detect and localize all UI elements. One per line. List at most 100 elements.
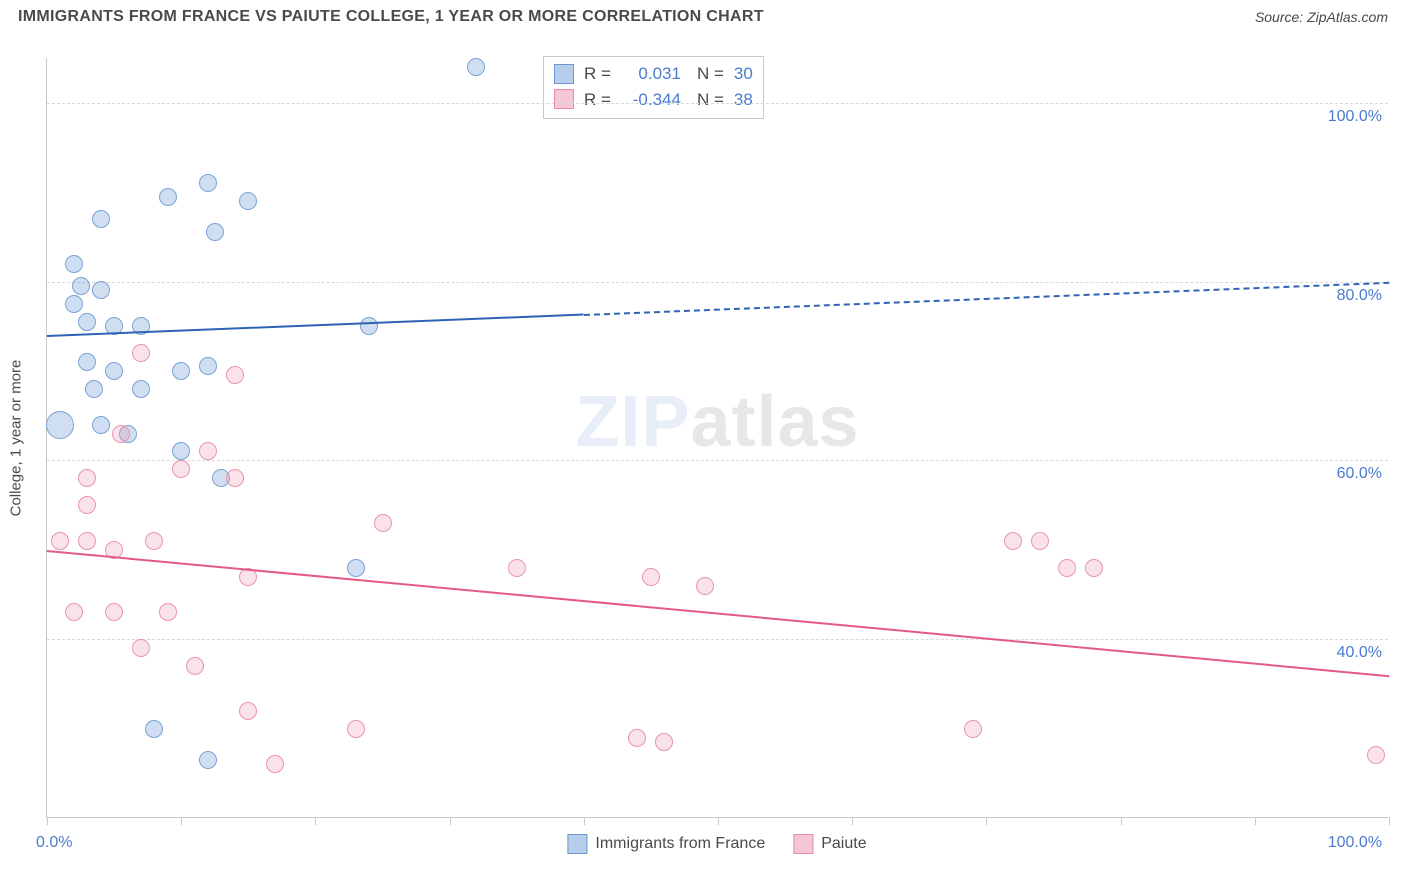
data-point (112, 425, 130, 443)
data-point (92, 416, 110, 434)
y-tick-label: 80.0% (1337, 287, 1382, 305)
data-point (132, 344, 150, 362)
legend-swatch (554, 64, 574, 84)
gridline (47, 282, 1388, 283)
data-point (159, 188, 177, 206)
source-label: Source: ZipAtlas.com (1255, 9, 1388, 25)
data-point (78, 469, 96, 487)
y-tick-label: 60.0% (1337, 465, 1382, 483)
legend-item: Paiute (793, 834, 866, 854)
x-max-label: 100.0% (1328, 834, 1382, 852)
data-point (696, 577, 714, 595)
legend-r-label: R = (584, 61, 611, 87)
data-point (72, 277, 90, 295)
legend-item: Immigrants from France (567, 834, 765, 854)
y-tick-label: 40.0% (1337, 644, 1382, 662)
legend-r-label: R = (584, 87, 611, 113)
data-point (78, 353, 96, 371)
legend-row: R =0.031 N = 30 (554, 61, 753, 87)
x-tick (986, 817, 987, 825)
x-tick (315, 817, 316, 825)
legend-swatch (567, 834, 587, 854)
data-point (85, 380, 103, 398)
data-point (92, 281, 110, 299)
watermark: ZIPatlas (575, 381, 859, 463)
data-point (1085, 559, 1103, 577)
plot-area: ZIPatlas R =0.031 N = 30 R =-0.344 N = 38 40.… (46, 58, 1388, 818)
data-point (239, 702, 257, 720)
x-tick (584, 817, 585, 825)
data-point (1031, 532, 1049, 550)
data-point (46, 411, 74, 439)
gridline (47, 639, 1388, 640)
data-point (199, 751, 217, 769)
x-tick (47, 817, 48, 825)
trend-line (47, 314, 584, 337)
series-legend: Immigrants from France Paiute (567, 834, 866, 854)
x-min-label: 0.0% (36, 834, 72, 852)
data-point (628, 729, 646, 747)
legend-row: R =-0.344 N = 38 (554, 87, 753, 113)
data-point (206, 223, 224, 241)
data-point (92, 210, 110, 228)
y-axis-label: College, 1 year or more (8, 360, 25, 517)
x-tick (718, 817, 719, 825)
legend-n-value: 30 (734, 61, 753, 87)
gridline (47, 460, 1388, 461)
data-point (172, 460, 190, 478)
data-point (467, 58, 485, 76)
data-point (145, 720, 163, 738)
x-tick (1255, 817, 1256, 825)
data-point (65, 295, 83, 313)
data-point (226, 366, 244, 384)
data-point (51, 532, 69, 550)
chart-title: IMMIGRANTS FROM FRANCE VS PAIUTE COLLEGE… (18, 8, 764, 26)
legend-r-value: -0.344 (617, 87, 681, 113)
data-point (1058, 559, 1076, 577)
legend-series-name: Paiute (821, 835, 866, 853)
legend-r-value: 0.031 (617, 61, 681, 87)
trend-line (47, 550, 1389, 677)
data-point (132, 380, 150, 398)
x-tick (852, 817, 853, 825)
data-point (186, 657, 204, 675)
data-point (105, 362, 123, 380)
y-tick-label: 100.0% (1328, 108, 1382, 126)
data-point (199, 174, 217, 192)
data-point (172, 362, 190, 380)
data-point (172, 442, 190, 460)
data-point (105, 603, 123, 621)
data-point (226, 469, 244, 487)
data-point (964, 720, 982, 738)
data-point (655, 733, 673, 751)
data-point (360, 317, 378, 335)
x-tick (181, 817, 182, 825)
data-point (78, 532, 96, 550)
data-point (642, 568, 660, 586)
data-point (347, 720, 365, 738)
data-point (145, 532, 163, 550)
data-point (508, 559, 526, 577)
data-point (374, 514, 392, 532)
data-point (1367, 746, 1385, 764)
data-point (199, 357, 217, 375)
legend-n-value: 38 (734, 87, 753, 113)
data-point (159, 603, 177, 621)
legend-n-label: N = (697, 61, 724, 87)
data-point (132, 639, 150, 657)
legend-swatch (554, 89, 574, 109)
data-point (78, 496, 96, 514)
trend-line (584, 282, 1389, 316)
data-point (239, 192, 257, 210)
plot-container: College, 1 year or more ZIPatlas R =0.03… (46, 58, 1388, 818)
legend-swatch (793, 834, 813, 854)
legend-n-label: N = (697, 87, 724, 113)
x-tick (1121, 817, 1122, 825)
data-point (347, 559, 365, 577)
data-point (65, 603, 83, 621)
x-tick (1389, 817, 1390, 825)
x-tick (450, 817, 451, 825)
legend-series-name: Immigrants from France (595, 835, 765, 853)
data-point (266, 755, 284, 773)
correlation-legend: R =0.031 N = 30 R =-0.344 N = 38 (543, 56, 764, 119)
